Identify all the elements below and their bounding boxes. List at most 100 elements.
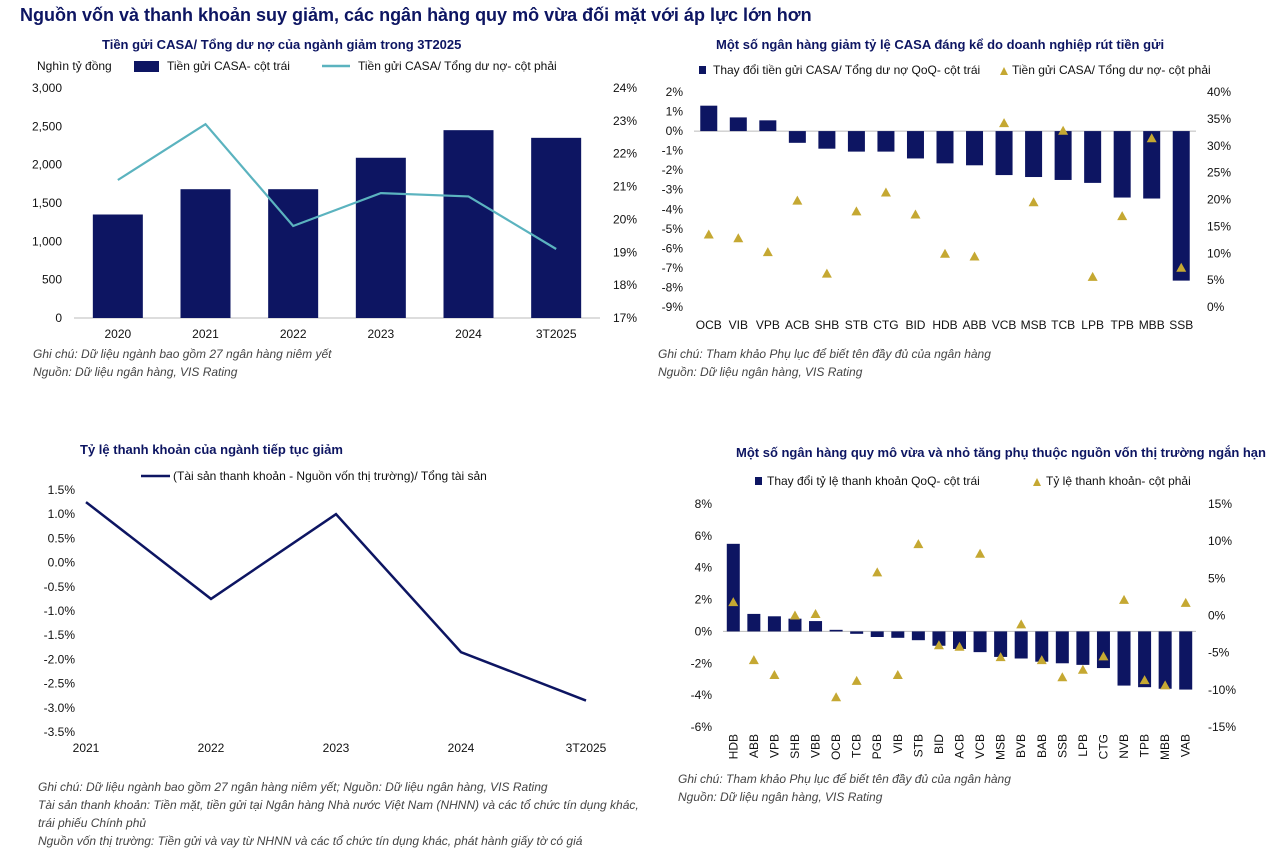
y-tick-label: 0% (695, 624, 713, 638)
y-tick-label: 1.0% (48, 507, 76, 521)
chart-liquidity-industry: Tỷ lệ thanh khoản của ngành tiếp tục giả… (38, 442, 639, 848)
x-tick-label: 2024 (455, 327, 482, 341)
bar (1172, 131, 1190, 281)
bar (994, 631, 1008, 657)
bar (936, 131, 954, 164)
scatter-marker (910, 209, 921, 219)
y-tick-label: 500 (42, 273, 62, 287)
y-tick-label: 1% (666, 105, 684, 119)
chart-note: trái phiếu Chính phủ (38, 816, 146, 830)
x-tick-label: TCB (1051, 318, 1075, 332)
unit-label: Nghìn tỷ đồng (37, 59, 112, 73)
x-tick-label: VIB (891, 734, 905, 753)
x-tick-label: LPB (1076, 734, 1090, 757)
y-tick-label: -2% (662, 163, 684, 177)
scatter-marker (872, 567, 883, 577)
y-tick-label: 4% (695, 561, 713, 575)
y-tick-label: 6% (695, 529, 713, 543)
chart-casa-industry: Tiền gửi CASA/ Tổng dư nợ của ngành giảm… (32, 37, 637, 379)
y-tick-label: -3% (662, 183, 684, 197)
x-tick-label: SHB (788, 734, 802, 759)
scatter-marker (728, 597, 739, 607)
x-tick-label: HDB (932, 318, 957, 332)
y-tick-label: -4% (662, 202, 684, 216)
x-tick-label: VBB (809, 734, 823, 758)
scatter-marker (851, 675, 862, 685)
x-tick-label: STB (845, 318, 868, 332)
x-tick-label: ACB (785, 318, 810, 332)
bar (995, 131, 1013, 176)
x-tick-label: MSB (1021, 318, 1047, 332)
x-tick-label: ABB (963, 318, 987, 332)
scatter-marker (831, 692, 842, 702)
chart-note: Ghi chú: Dữ liệu ngành bao gồm 27 ngân h… (38, 780, 548, 794)
y2-tick-label: 19% (613, 245, 637, 259)
bar (268, 189, 319, 318)
y-tick-label: 0.5% (48, 531, 76, 545)
scatter-marker (1016, 619, 1027, 629)
legend-label: (Tài sản thanh khoản - Nguồn vốn thị trư… (173, 469, 487, 483)
chart-title: Một số ngân hàng quy mô vừa và nhỏ tăng … (736, 445, 1266, 460)
y2-tick-label: 5% (1208, 571, 1226, 585)
x-tick-label: BID (932, 734, 946, 754)
bar (906, 131, 924, 159)
y-tick-label: 3,000 (32, 81, 62, 95)
bar (1035, 631, 1049, 662)
y2-tick-label: 18% (613, 278, 637, 292)
bar (726, 543, 740, 632)
chart-title: Tiền gửi CASA/ Tổng dư nợ của ngành giảm… (102, 37, 461, 52)
bar (531, 137, 582, 318)
legend-bar-swatch (699, 66, 706, 74)
y-tick-label: -1% (662, 144, 684, 158)
chart-casa-banks: Một số ngân hàng giảm tỷ lệ CASA đáng kể… (658, 37, 1231, 379)
x-tick-label: SSB (1169, 318, 1193, 332)
chart-note: Nguồn: Dữ liệu ngân hàng, VIS Rating (33, 365, 238, 379)
x-tick-label: CTG (873, 318, 898, 332)
scatter-marker (1087, 271, 1098, 281)
scatter-marker (933, 640, 944, 650)
bar (1158, 631, 1172, 689)
scatter-marker (892, 669, 903, 679)
legend-bar-swatch (134, 61, 159, 72)
legend-label: Tỷ lệ thanh khoản- cột phải (1046, 474, 1191, 488)
scatter-marker (1176, 262, 1187, 272)
scatter-marker (851, 206, 862, 216)
bar (966, 131, 984, 166)
chart-title: Một số ngân hàng giảm tỷ lệ CASA đáng kể… (716, 37, 1164, 52)
x-tick-label: 3T2025 (566, 741, 607, 755)
y2-tick-label: 21% (613, 180, 637, 194)
x-tick-label: ACB (953, 734, 967, 759)
scatter-marker (1057, 672, 1068, 682)
bar (1076, 631, 1090, 665)
y2-tick-label: 15% (1208, 497, 1232, 511)
scatter-marker (810, 609, 821, 619)
chart-note: Ghi chú: Dữ liệu ngành bao gồm 27 ngân h… (33, 347, 332, 361)
bar (818, 131, 836, 149)
bar (870, 631, 884, 638)
y-tick-label: 2,000 (32, 158, 62, 172)
y-tick-label: -2.0% (44, 652, 76, 666)
x-tick-label: 3T2025 (536, 327, 577, 341)
chart-note: Nguồn vốn thị trường: Tiền gửi và vay từ… (38, 834, 583, 848)
scatter-marker (999, 118, 1010, 128)
x-tick-label: PGB (870, 734, 884, 759)
bar (443, 130, 494, 318)
x-tick-label: MSB (994, 734, 1008, 760)
bar (891, 631, 905, 638)
y-tick-label: -9% (662, 300, 684, 314)
scatter-marker (975, 548, 986, 558)
x-tick-label: 2021 (192, 327, 219, 341)
x-tick-label: VPB (767, 734, 781, 758)
bar (809, 621, 823, 632)
scatter-marker (940, 248, 950, 258)
bar (1113, 131, 1131, 198)
bar (847, 131, 865, 152)
x-tick-label: LPB (1081, 318, 1104, 332)
y-tick-label: -5% (662, 222, 684, 236)
x-tick-label: VIB (729, 318, 748, 332)
scatter-marker (1180, 597, 1191, 607)
x-tick-label: VCB (973, 734, 987, 759)
scatter-marker (733, 233, 744, 243)
chart-note: Tài sản thanh khoản: Tiền mặt, tiền gửi … (38, 798, 639, 812)
y2-tick-label: 17% (613, 311, 637, 325)
